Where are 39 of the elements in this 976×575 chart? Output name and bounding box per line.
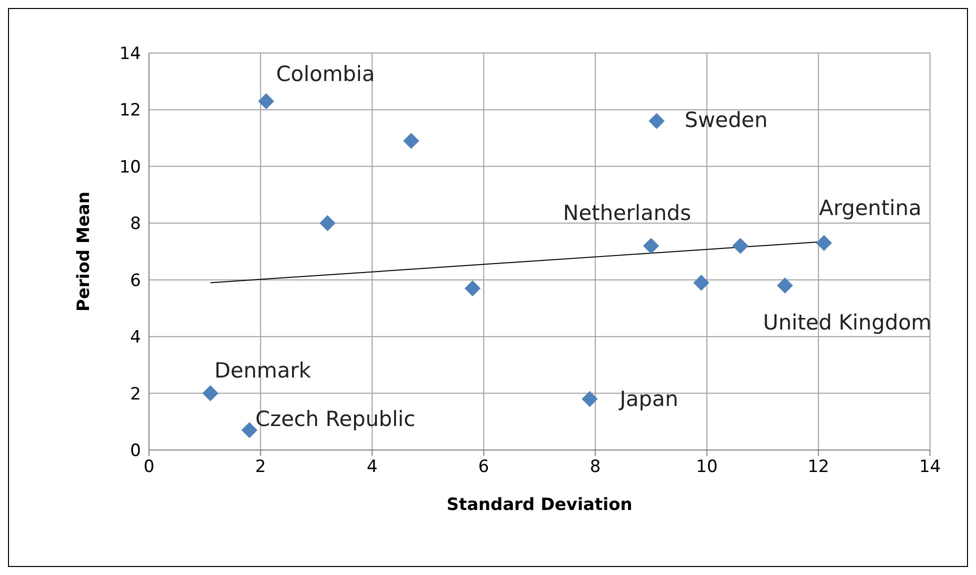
x-tick-label: 8 xyxy=(590,457,601,478)
y-tick-label: 10 xyxy=(119,157,141,178)
point xyxy=(241,422,258,438)
point xyxy=(258,93,274,110)
annotation: Netherlands xyxy=(563,200,692,225)
x-axis-title: Standard Deviation xyxy=(446,495,632,515)
x-tick-label: 10 xyxy=(696,457,718,478)
x-tick-label: 2 xyxy=(255,457,266,478)
y-tick-label: 8 xyxy=(130,214,141,234)
y-tick-label: 4 xyxy=(130,328,141,348)
annotation: Czech Republic xyxy=(255,407,416,432)
annotation: Japan xyxy=(618,386,678,411)
point xyxy=(403,132,420,149)
annotation: Denmark xyxy=(214,358,312,382)
point xyxy=(693,274,710,291)
y-tick-label: 2 xyxy=(130,384,141,404)
point xyxy=(464,280,481,296)
point xyxy=(643,238,660,254)
x-tick-label: 0 xyxy=(144,457,154,478)
point xyxy=(776,278,793,294)
y-tick-label: 12 xyxy=(119,100,141,121)
point xyxy=(648,113,665,130)
annotation: United Kingdom xyxy=(762,310,932,335)
x-tick-label: 4 xyxy=(366,457,378,478)
x-tick-label: 12 xyxy=(808,457,830,478)
point xyxy=(582,390,598,407)
y-tick-label: 6 xyxy=(130,270,141,291)
annotation: Argentina xyxy=(819,196,922,220)
point xyxy=(732,238,748,254)
annotation: Sweden xyxy=(684,108,768,132)
y-tick-label: 0 xyxy=(130,441,141,462)
point xyxy=(202,385,218,402)
y-axis-title: Period Mean xyxy=(74,192,94,312)
annotation: Colombia xyxy=(276,62,375,86)
point xyxy=(320,215,336,232)
x-tick-label: 6 xyxy=(478,457,490,478)
point xyxy=(816,234,832,251)
x-tick-label: 14 xyxy=(919,457,941,478)
y-tick-label: 14 xyxy=(119,44,141,64)
